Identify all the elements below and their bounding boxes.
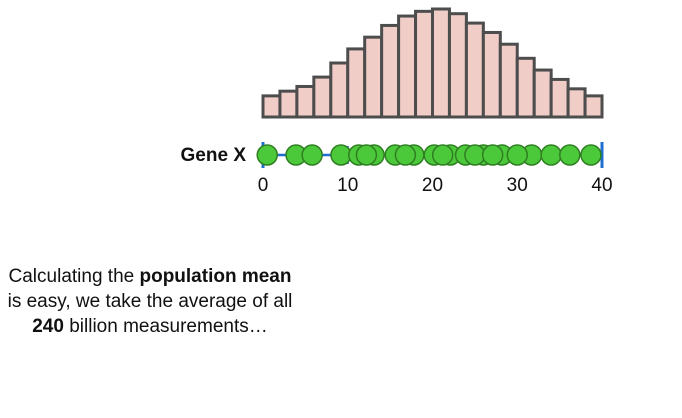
data-point: [481, 144, 504, 166]
histogram-bar: [261, 94, 282, 119]
data-point: [431, 144, 454, 166]
histogram-bar: [346, 47, 367, 119]
data-point: [330, 144, 352, 166]
caption-part-3: billion measurements…: [63, 316, 268, 337]
data-point: [506, 144, 528, 166]
data-point: [464, 144, 486, 166]
caption-bold-population-mean: population mean: [139, 266, 292, 287]
axis-tick-label: 20: [422, 175, 443, 196]
histogram-bar: [481, 30, 502, 119]
data-point: [301, 144, 323, 166]
data-point: [580, 144, 602, 166]
histogram-chart: Gene X 0 10 20 30 40: [181, 7, 613, 196]
data-point: [540, 144, 562, 166]
histogram-bar: [583, 94, 604, 119]
axis-tick-labels: 0 10 20 30 40: [258, 175, 613, 196]
histogram-bar: [295, 84, 316, 119]
histogram-bar: [312, 75, 333, 119]
caption-text: Calculating the population mean is easy,…: [0, 264, 300, 339]
axis-tick-label: 40: [591, 175, 612, 196]
caption-part-1: Calculating the: [8, 266, 140, 287]
data-points: [256, 144, 602, 166]
histogram-bar: [515, 56, 536, 119]
histogram-bar: [414, 9, 434, 119]
data-point: [394, 144, 417, 166]
axis-label-gene-x: Gene X: [181, 145, 247, 166]
histogram-bar: [532, 68, 553, 119]
histogram-bars: [261, 7, 604, 119]
histogram-bar: [329, 61, 350, 119]
axis-tick-label: 10: [337, 175, 358, 196]
caption-bold-240: 240: [32, 316, 64, 337]
histogram-bar: [464, 21, 485, 119]
data-point: [256, 144, 278, 166]
histogram-bar: [380, 23, 401, 119]
histogram-bar: [397, 14, 418, 119]
histogram-bar: [566, 87, 587, 119]
data-point: [355, 144, 378, 166]
caption-part-2: is easy, we take the average of all: [7, 291, 293, 312]
axis-tick-label: 30: [507, 175, 528, 196]
histogram-bar: [431, 7, 451, 119]
histogram-bar: [363, 35, 384, 119]
histogram-bar: [549, 77, 570, 119]
data-point: [559, 144, 581, 166]
histogram-bar: [278, 89, 299, 119]
axis-tick-label: 0: [258, 175, 269, 196]
histogram-bar: [447, 12, 468, 119]
histogram-bar: [498, 42, 519, 119]
